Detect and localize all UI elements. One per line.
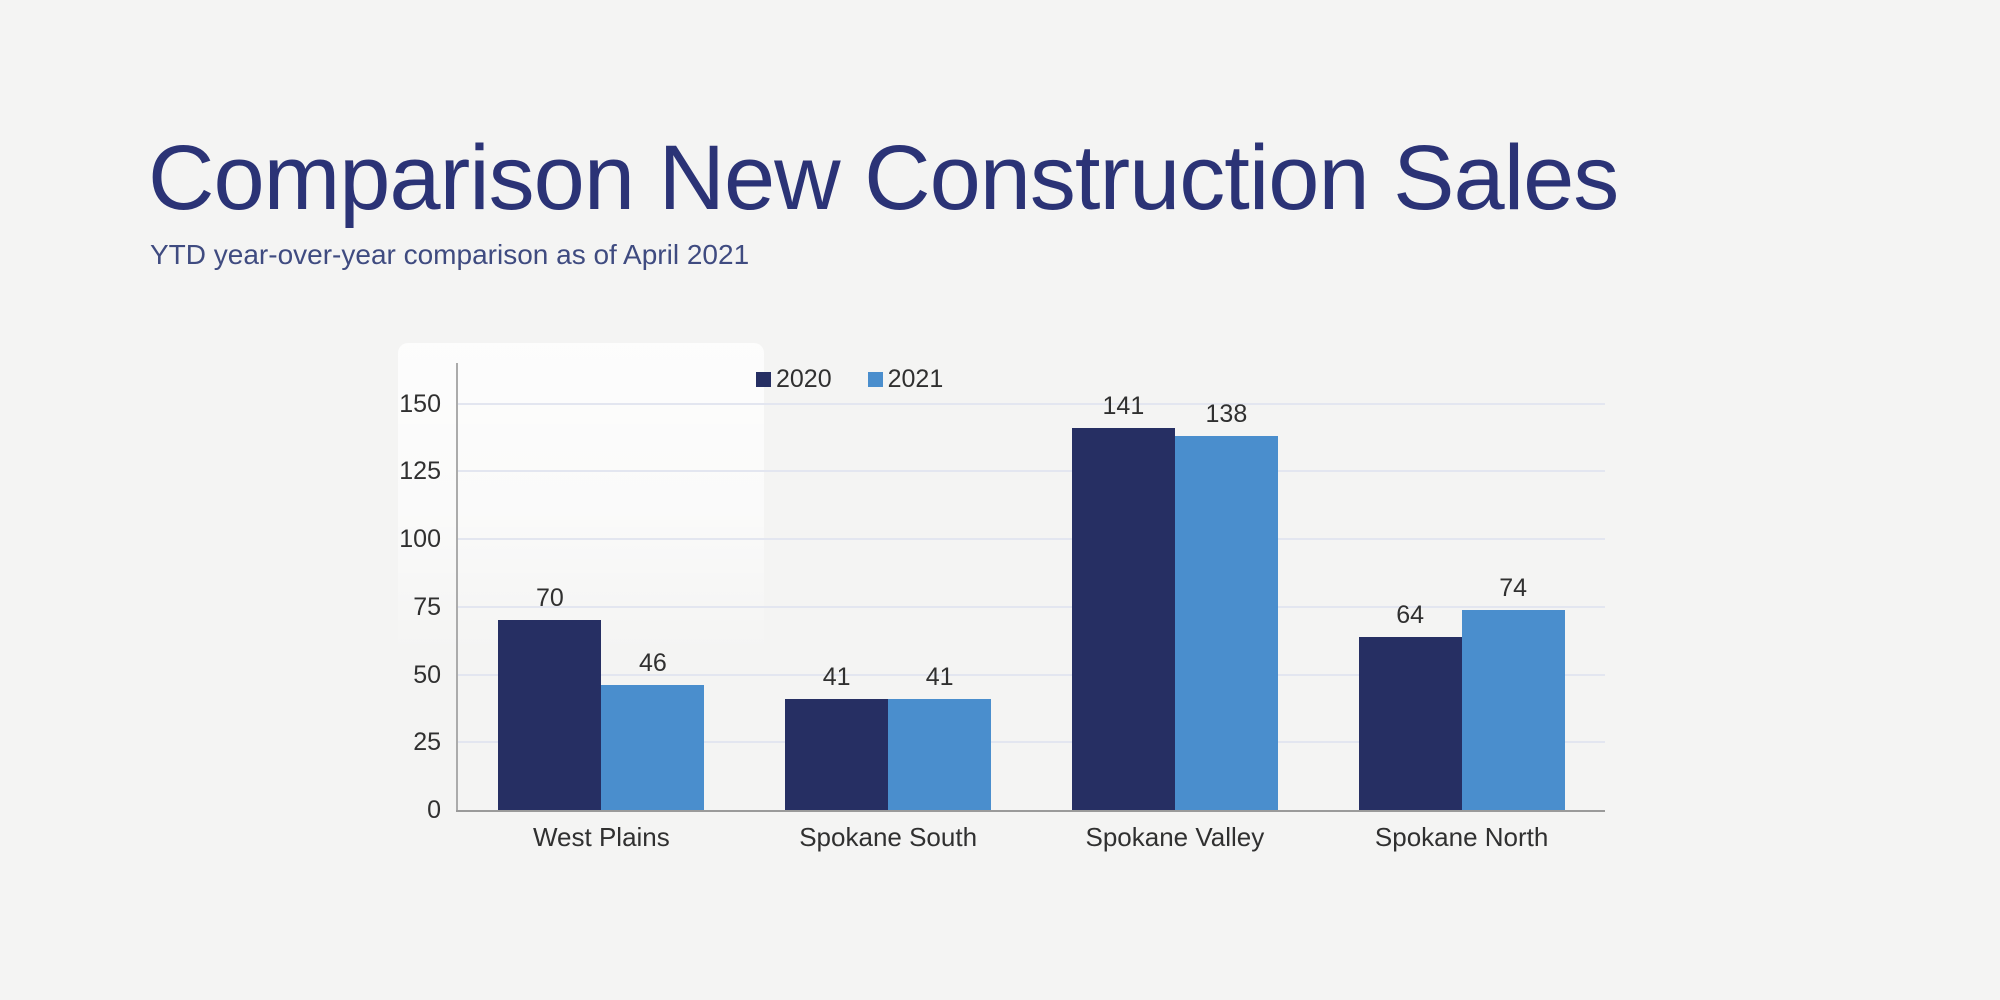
bar-2020-spokane-south [785,698,889,810]
y-axis-tick-label: 50 [413,660,441,689]
bar-2020-west-plains [498,620,602,810]
bar-2021-spokane-south [888,698,992,810]
gridline [458,741,1605,744]
gridline [458,605,1605,608]
legend-label: 2021 [887,365,944,393]
legend-item: 2020 [756,366,832,392]
bar-2021-spokane-north [1461,609,1565,810]
y-axis-tick-label: 0 [427,796,441,824]
legend-swatch [756,371,771,387]
bar-2021-west-plains [601,685,705,810]
data-label: 74 [1499,573,1528,602]
page-subtitle: YTD year-over-year comparison as of Apri… [150,239,750,270]
legend-label: 2020 [776,365,832,393]
category-label: Spokane North [1374,822,1549,852]
y-axis-tick-label: 75 [413,592,441,621]
gridline [458,673,1605,676]
legend: 2020 2021 [756,366,943,392]
bar-2021-spokane-valley [1174,436,1278,810]
page-title: Comparison New Construction Sales [148,127,1619,229]
data-label: 138 [1205,400,1248,429]
legend-swatch [867,371,883,387]
gridline [458,470,1605,473]
category-label: Spokane Valley [1085,822,1265,852]
data-label: 41 [925,662,954,691]
y-axis-tick-label: 150 [399,389,441,418]
bar-2020-spokane-valley [1071,428,1175,810]
gridline [458,538,1605,541]
data-label: 70 [535,584,564,613]
data-label: 141 [1102,392,1145,421]
category-label: West Plains [532,822,670,852]
data-label: 41 [822,662,851,691]
y-axis-tick-label: 100 [399,525,441,554]
x-axis-line [456,810,1605,812]
y-axis-tick-label: 125 [399,457,441,486]
data-label: 64 [1396,600,1425,629]
y-axis-tick-label: 25 [413,728,441,757]
bar-2020-spokane-north [1358,636,1462,810]
legend-item: 2021 [867,365,944,393]
gridline [458,402,1605,405]
data-label: 46 [638,649,667,678]
category-label: Spokane South [799,822,978,852]
y-axis-line [456,363,458,812]
